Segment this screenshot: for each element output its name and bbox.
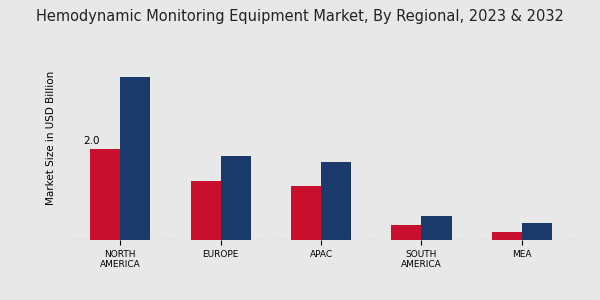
- Bar: [291, 186, 321, 240]
- Bar: [321, 162, 351, 240]
- Bar: [491, 232, 522, 240]
- Bar: [120, 77, 151, 240]
- Bar: [391, 226, 421, 240]
- Bar: [522, 223, 552, 240]
- Bar: [191, 181, 221, 240]
- Bar: [221, 156, 251, 240]
- Bar: [421, 216, 452, 240]
- Text: 2.0: 2.0: [83, 136, 100, 146]
- Text: Hemodynamic Monitoring Equipment Market, By Regional, 2023 & 2032: Hemodynamic Monitoring Equipment Market,…: [36, 9, 564, 24]
- Bar: [90, 149, 120, 240]
- Y-axis label: Market Size in USD Billion: Market Size in USD Billion: [46, 71, 56, 205]
